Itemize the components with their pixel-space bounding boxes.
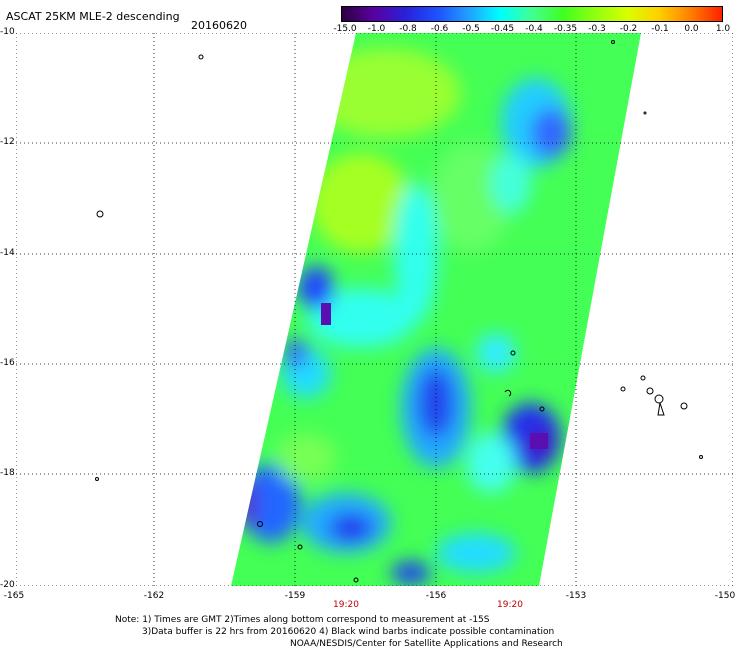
map-title: ASCAT 25KM MLE-2 descending xyxy=(6,10,180,23)
colorbar-tick-label: -0.1 xyxy=(651,24,669,34)
colorbar-tick-label: -0.35 xyxy=(553,24,578,34)
colorbar-tick-label: -1.0 xyxy=(367,24,386,34)
lat-label: -14 xyxy=(0,248,15,258)
colorbar-tick-label: -0.4 xyxy=(525,24,543,34)
lon-label: -150 xyxy=(714,591,736,601)
lat-label: -20 xyxy=(0,580,15,590)
colorbar-labels: -15.0 -1.0 -0.8 -0.6 -0.5 -0.45 -0.4 -0.35 -0.3 -… xyxy=(330,24,730,38)
lon-label: -159 xyxy=(284,591,306,601)
colorbar-tick-label: -0.3 xyxy=(588,24,606,34)
note-line-3: NOAA/NESDIS/Center for Satellite Applica… xyxy=(290,639,563,649)
colorbar-tick-label: -0.5 xyxy=(462,24,480,34)
note-line-1: Note: 1) Times are GMT 2)Times along bot… xyxy=(115,615,490,625)
pass-time-label: 19:20 xyxy=(497,600,523,610)
colorbar-tick-label: -0.45 xyxy=(490,24,515,34)
lon-label: -165 xyxy=(3,591,25,601)
island-coastlines xyxy=(95,40,703,583)
pass-time-label: 19:20 xyxy=(333,600,359,610)
lon-label: -153 xyxy=(565,591,587,601)
lat-label: -16 xyxy=(0,358,15,368)
lon-label: -162 xyxy=(143,591,165,601)
note-line-2: 3)Data buffer is 22 hrs from 20160620 4)… xyxy=(142,627,555,637)
colorbar-tick-label: -0.6 xyxy=(430,24,449,34)
map-date: 20160620 xyxy=(191,19,247,32)
colorbar-tick-label: -0.8 xyxy=(399,24,417,34)
colorbar-tick-label: 0.0 xyxy=(684,24,699,34)
lat-label: -10 xyxy=(0,27,15,37)
lat-label: -18 xyxy=(0,468,15,478)
colorbar xyxy=(341,6,723,22)
map-plot xyxy=(16,33,733,586)
colorbar-tick-label: -0.2 xyxy=(619,24,638,34)
graticule xyxy=(16,33,733,586)
lat-label: -12 xyxy=(0,137,15,147)
colorbar-tick-label: -15.0 xyxy=(333,24,357,34)
lon-label: -156 xyxy=(425,591,447,601)
colorbar-tick-label: 1.0 xyxy=(715,24,731,34)
